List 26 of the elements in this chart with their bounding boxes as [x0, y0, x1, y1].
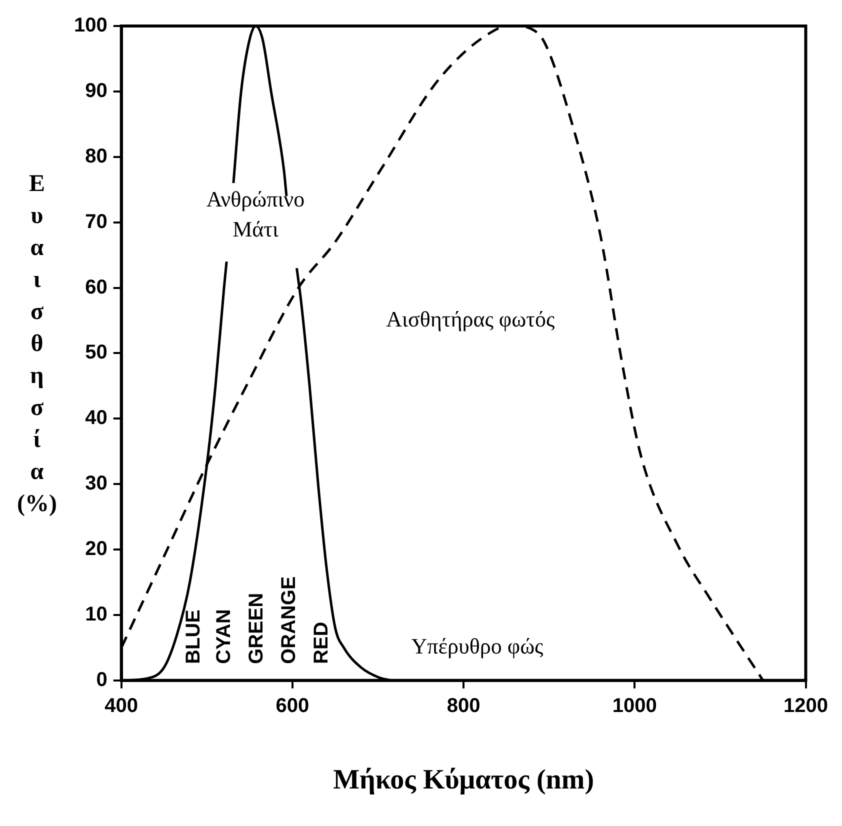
- text: Ευαισθησία (%): [17, 171, 57, 517]
- x-tick-label: 600: [276, 694, 310, 717]
- y-tick-label: 90: [85, 80, 108, 102]
- x-tick-label: 400: [104, 694, 138, 717]
- x-tick-label: 800: [446, 694, 480, 717]
- y-tick-label: 40: [85, 407, 108, 430]
- y-tick-label: 60: [85, 276, 108, 298]
- annotation: CYAN: [213, 609, 236, 664]
- x-tick-label: 1200: [784, 694, 828, 717]
- annotation: Υπέρυθρο φώς: [411, 633, 544, 658]
- annotation: BLUE: [182, 610, 204, 664]
- annotation: RED: [310, 622, 332, 664]
- annotation: GREEN: [245, 592, 268, 664]
- y-tick-label: 10: [85, 603, 108, 626]
- y-tick-label: 80: [85, 145, 108, 168]
- y-tick-label: 20: [85, 538, 108, 560]
- annotation: ORANGE: [278, 576, 300, 664]
- y-tick-label: 70: [85, 210, 108, 233]
- y-tick-label: 50: [85, 342, 108, 364]
- annotation: Ανθρώπινο Μάτι: [206, 186, 305, 242]
- y-tick-label: 0: [96, 668, 108, 691]
- y-tick-label: 30: [85, 472, 108, 495]
- x-axis-title: Μήκος Κύματος (nm): [333, 764, 594, 796]
- y-tick-label: 100: [74, 14, 108, 37]
- annotation: Αισθητήρας φωτός: [386, 306, 555, 332]
- x-tick-label: 1000: [612, 694, 657, 717]
